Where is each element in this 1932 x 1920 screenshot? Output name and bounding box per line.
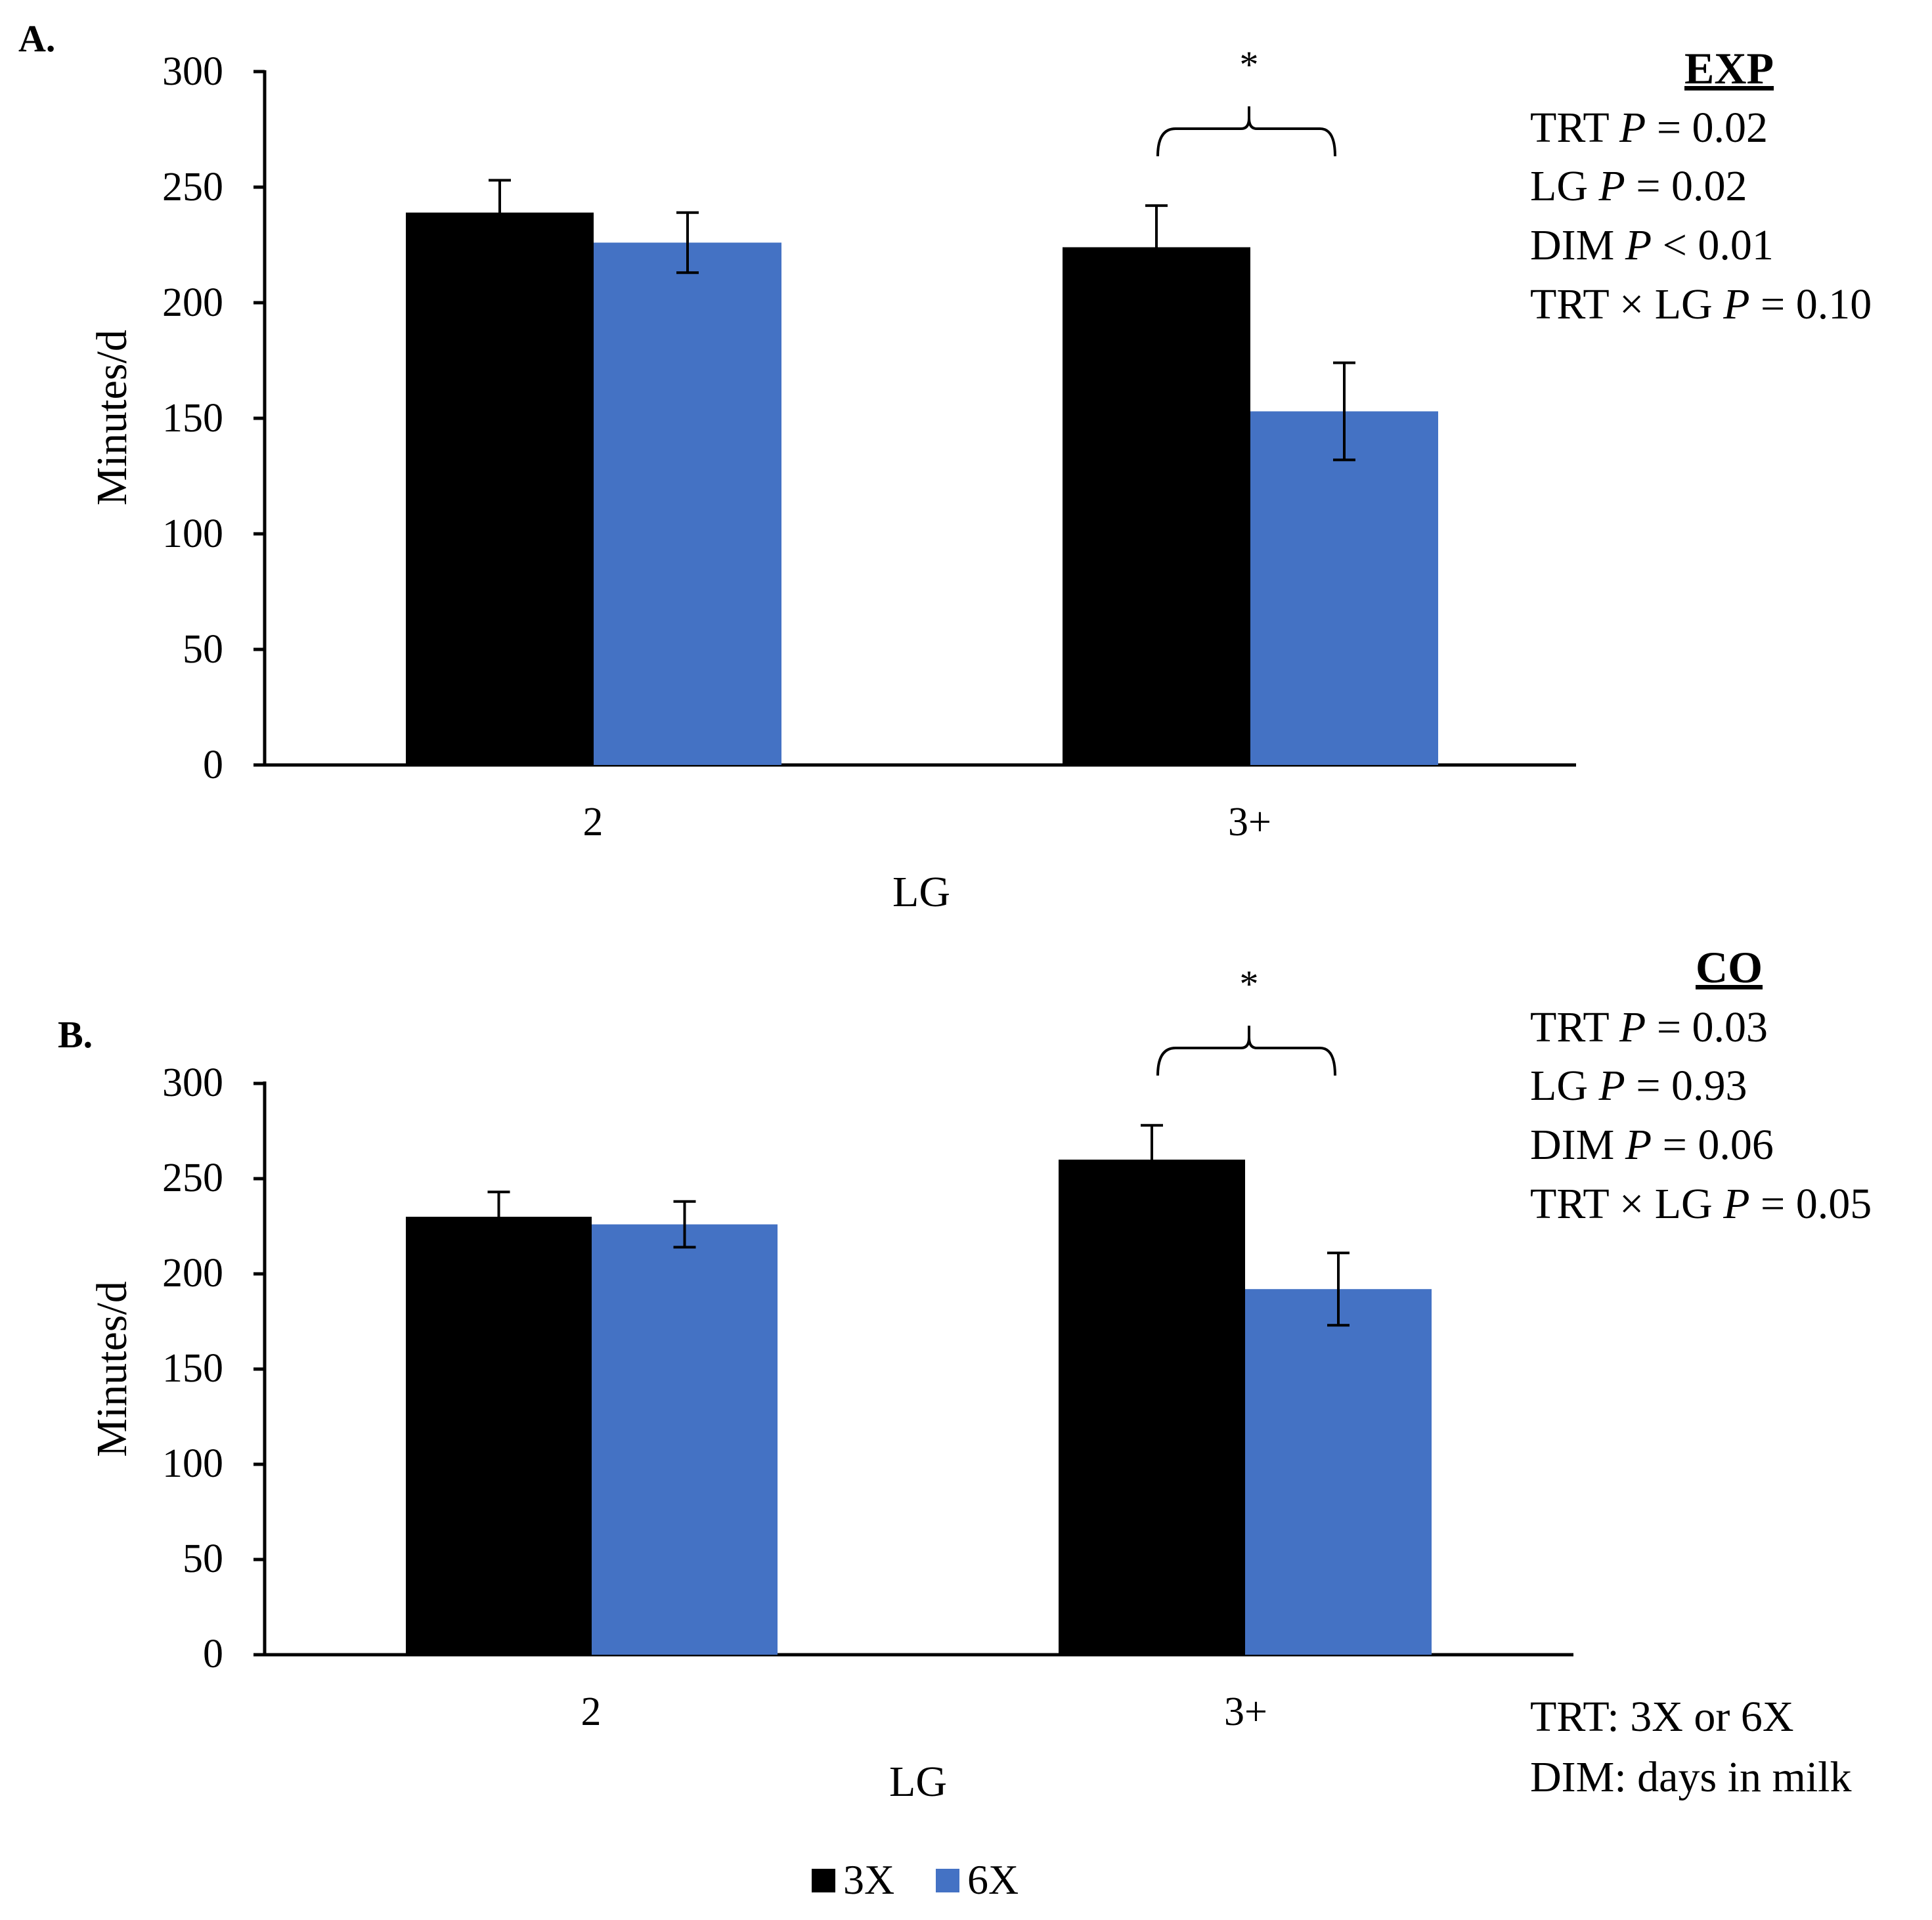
panel-a-y-ticks bbox=[253, 70, 265, 767]
panel-b-y-ticks bbox=[253, 1081, 265, 1657]
panel-b-label: B. bbox=[58, 1013, 93, 1056]
panel-b-errorbar-3x-lg3plus bbox=[1141, 1124, 1163, 1196]
panel-b-bar-6x-lg2 bbox=[592, 1224, 778, 1655]
panel-a-ytick-50: 50 bbox=[183, 627, 223, 672]
panel-b-errorbar-3x-lg2 bbox=[487, 1190, 510, 1243]
panel-b-ytick-150: 150 bbox=[162, 1346, 223, 1391]
panel-a-bar-3x-lg3plus bbox=[1063, 247, 1250, 765]
panel-a-stat-trt: TRT P = 0.02 bbox=[1530, 104, 1768, 152]
legend-label-3x: 3X bbox=[843, 1856, 894, 1903]
panel-b-ytick-300: 300 bbox=[162, 1060, 223, 1105]
panel-a-errorbar-6x-lg2 bbox=[676, 211, 699, 274]
legend-swatch-3x bbox=[812, 1869, 835, 1892]
panel-b-ytick-250: 250 bbox=[162, 1156, 223, 1200]
panel-a-errorbar-6x-lg3plus bbox=[1333, 361, 1355, 462]
panel-a-y-axis-label: Minutes/d bbox=[88, 330, 136, 506]
panel-a-errorbar-3x-lg3plus bbox=[1145, 204, 1168, 290]
panel-b-y-axis-label: Minutes/d bbox=[88, 1281, 136, 1457]
panel-a-xtick-2: 2 bbox=[583, 800, 604, 844]
panel-b-ytick-200: 200 bbox=[162, 1251, 223, 1296]
panel-b-xtick-2: 2 bbox=[581, 1690, 602, 1734]
legend: 3X 6X bbox=[812, 1856, 1019, 1903]
panel-b-xtick-3plus: 3+ bbox=[1224, 1690, 1267, 1734]
panel-b-ytick-100: 100 bbox=[162, 1441, 223, 1486]
panel-b: B. 0 50 100 150 200 250 300 bbox=[58, 942, 1872, 1806]
panel-b-significance-marker: * bbox=[1240, 963, 1259, 1005]
panel-a-xtick-3plus: 3+ bbox=[1228, 800, 1271, 844]
footnote-trt: TRT: 3X or 6X bbox=[1530, 1693, 1794, 1741]
panel-b-bar-3x-lg3plus bbox=[1059, 1160, 1245, 1655]
panel-a-significance-brace bbox=[1156, 106, 1336, 157]
panel-a-ytick-250: 250 bbox=[162, 165, 223, 209]
panel-b-errorbar-6x-lg2 bbox=[673, 1200, 696, 1249]
panel-a-ytick-300: 300 bbox=[162, 49, 223, 94]
panel-b-stat-trt: TRT P = 0.03 bbox=[1530, 1003, 1768, 1051]
panel-b-bar-6x-lg3plus bbox=[1245, 1289, 1432, 1655]
panel-a-stat-trt-x-lg: TRT × LG P = 0.10 bbox=[1530, 280, 1872, 328]
panel-a: A. 0 50 100 150 200 250 300 bbox=[18, 17, 1872, 916]
panel-a-label: A. bbox=[18, 17, 55, 60]
panel-a-ytick-200: 200 bbox=[162, 280, 223, 325]
panel-a-stats-title: EXP bbox=[1684, 43, 1774, 93]
panel-b-stat-lg: LG P = 0.93 bbox=[1530, 1062, 1747, 1110]
panel-b-bar-3x-lg2 bbox=[406, 1217, 592, 1655]
panel-a-ytick-150: 150 bbox=[162, 396, 223, 441]
panel-b-stat-trt-x-lg: TRT × LG P = 0.05 bbox=[1530, 1180, 1872, 1228]
panel-a-ytick-0: 0 bbox=[203, 743, 223, 787]
panel-b-ytick-0: 0 bbox=[203, 1632, 223, 1676]
panel-a-stat-lg: LG P = 0.02 bbox=[1530, 162, 1747, 210]
panel-b-errorbar-6x-lg3plus bbox=[1327, 1252, 1350, 1327]
panel-a-bar-3x-lg2 bbox=[406, 212, 594, 766]
panel-a-bar-6x-lg2 bbox=[594, 242, 781, 766]
panel-a-errorbar-3x-lg2 bbox=[489, 179, 511, 246]
panel-b-significance-brace bbox=[1156, 1026, 1336, 1076]
panel-a-significance-marker: * bbox=[1240, 43, 1259, 86]
panel-a-x-axis-label: LG bbox=[892, 868, 950, 916]
panel-b-x-axis-label: LG bbox=[889, 1758, 947, 1806]
legend-label-6x: 6X bbox=[967, 1856, 1019, 1903]
panel-a-stat-dim: DIM P < 0.01 bbox=[1530, 221, 1774, 269]
footnote-dim: DIM: days in milk bbox=[1530, 1753, 1852, 1801]
legend-swatch-6x bbox=[936, 1869, 959, 1892]
panel-a-bar-6x-lg3plus bbox=[1250, 411, 1438, 765]
panel-b-ytick-50: 50 bbox=[183, 1537, 223, 1581]
panel-a-ytick-100: 100 bbox=[162, 512, 223, 556]
panel-b-stat-dim: DIM P = 0.06 bbox=[1530, 1121, 1774, 1169]
panel-b-stats-title: CO bbox=[1696, 942, 1763, 992]
